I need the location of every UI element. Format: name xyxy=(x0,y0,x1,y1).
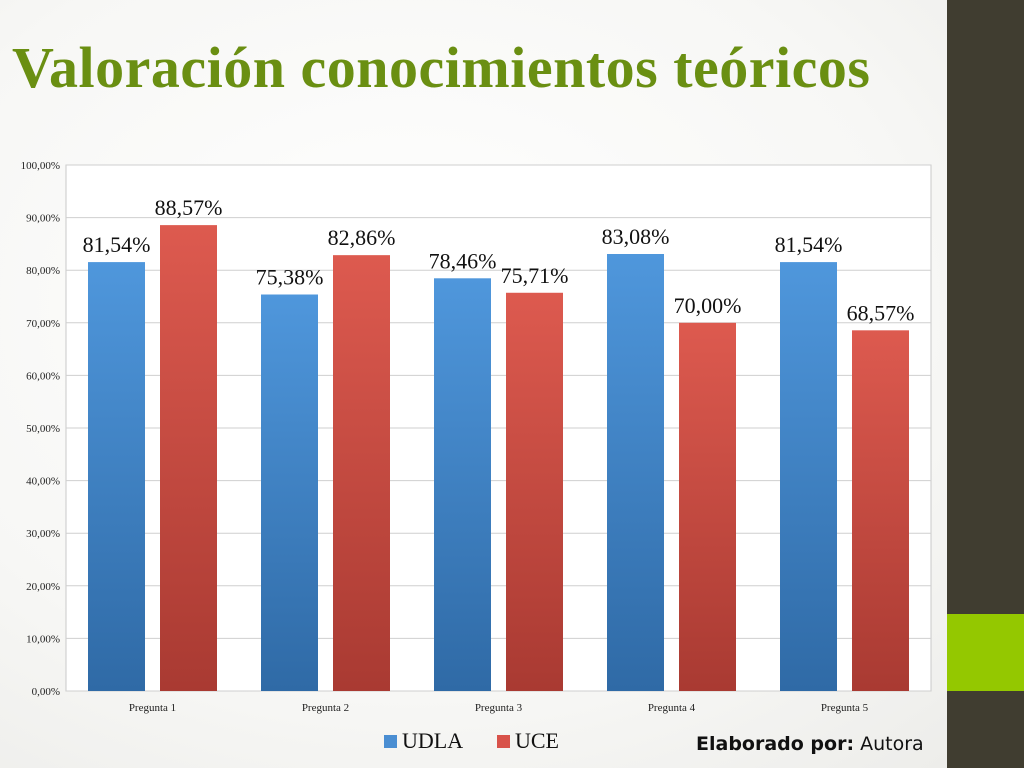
bar-udla xyxy=(88,262,145,691)
data-label: 68,57% xyxy=(847,300,915,325)
x-tick-label: Pregunta 5 xyxy=(821,702,869,714)
x-tick-label: Pregunta 3 xyxy=(475,702,523,714)
data-label: 88,57% xyxy=(155,195,223,220)
bar-udla xyxy=(434,278,491,691)
legend-swatch-udla xyxy=(384,735,397,748)
bar-uce xyxy=(506,292,563,691)
x-tick-label: Pregunta 1 xyxy=(129,702,176,714)
legend-swatch-uce xyxy=(497,735,510,748)
bar-uce xyxy=(160,225,217,691)
x-tick-label: Pregunta 2 xyxy=(302,702,349,714)
bar-udla xyxy=(261,294,318,691)
bar-uce xyxy=(333,255,390,691)
y-tick-label: 70,00% xyxy=(26,318,60,330)
legend-label-uce: UCE xyxy=(515,728,559,753)
y-tick-label: 50,00% xyxy=(26,423,60,435)
data-label: 83,08% xyxy=(602,224,670,249)
y-tick-label: 100,00% xyxy=(21,160,60,172)
y-tick-label: 90,00% xyxy=(26,213,60,225)
legend-label-udla: UDLA xyxy=(402,728,463,753)
data-label: 75,71% xyxy=(501,263,569,288)
bar-udla xyxy=(607,253,664,691)
x-tick-label: Pregunta 4 xyxy=(648,702,696,714)
bar-chart: 0,00% 10,00% 20,00% 30,00% 40,00% 50,00% 60,00… xyxy=(21,160,932,753)
credit-value: Autora xyxy=(860,733,924,755)
side-accent-block xyxy=(947,614,1024,691)
credit-label: Elaborado por: xyxy=(696,733,855,755)
y-tick-label: 40,00% xyxy=(26,476,60,488)
y-tick-label: 30,00% xyxy=(26,528,60,540)
y-tick-label: 60,00% xyxy=(26,370,60,382)
slide-title: Valoración conocimientos teóricos xyxy=(12,35,871,100)
y-tick-label: 0,00% xyxy=(32,686,60,698)
data-label: 81,54% xyxy=(775,232,843,257)
data-label: 75,38% xyxy=(256,265,324,290)
y-tick-label: 20,00% xyxy=(26,581,60,593)
data-label: 82,86% xyxy=(328,225,396,250)
y-tick-label: 10,00% xyxy=(26,633,60,645)
y-tick-label: 80,00% xyxy=(26,265,60,277)
bar-udla xyxy=(780,262,837,691)
bar-uce xyxy=(852,330,909,691)
data-label: 81,54% xyxy=(83,232,151,257)
data-label: 78,46% xyxy=(429,248,497,273)
credit-line: Elaborado por: Autora xyxy=(696,733,924,755)
bar-uce xyxy=(679,322,736,691)
data-label: 70,00% xyxy=(674,293,742,318)
